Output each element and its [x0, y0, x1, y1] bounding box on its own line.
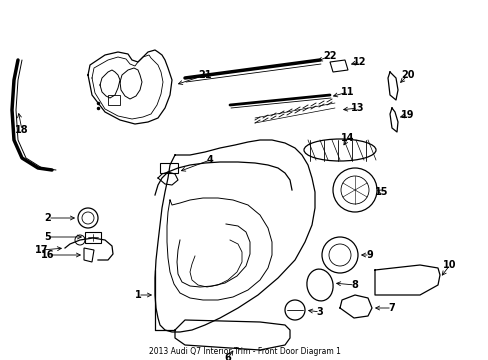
Text: 15: 15 — [374, 187, 388, 197]
Text: 6: 6 — [224, 353, 231, 360]
Text: 21: 21 — [198, 70, 211, 80]
Text: 22: 22 — [323, 51, 336, 61]
Text: 7: 7 — [388, 303, 395, 313]
Text: 2013 Audi Q7 Interior Trim - Front Door Diagram 1: 2013 Audi Q7 Interior Trim - Front Door … — [148, 347, 340, 356]
Text: 1: 1 — [134, 290, 141, 300]
Text: 20: 20 — [401, 70, 414, 80]
Text: 10: 10 — [442, 260, 456, 270]
Text: 14: 14 — [341, 133, 354, 143]
Bar — [160, 163, 178, 173]
Text: 3: 3 — [316, 307, 323, 317]
Text: 17: 17 — [35, 245, 49, 255]
Text: 9: 9 — [366, 250, 373, 260]
Text: 4: 4 — [206, 155, 213, 165]
Bar — [108, 95, 120, 105]
Text: 18: 18 — [15, 125, 29, 135]
Text: 5: 5 — [44, 232, 51, 242]
Text: 11: 11 — [341, 87, 354, 97]
Bar — [85, 232, 101, 243]
Text: 12: 12 — [352, 57, 366, 67]
Text: 8: 8 — [351, 280, 358, 290]
Text: 16: 16 — [41, 250, 55, 260]
Text: 2: 2 — [44, 213, 51, 223]
Text: 13: 13 — [350, 103, 364, 113]
Text: 19: 19 — [401, 110, 414, 120]
